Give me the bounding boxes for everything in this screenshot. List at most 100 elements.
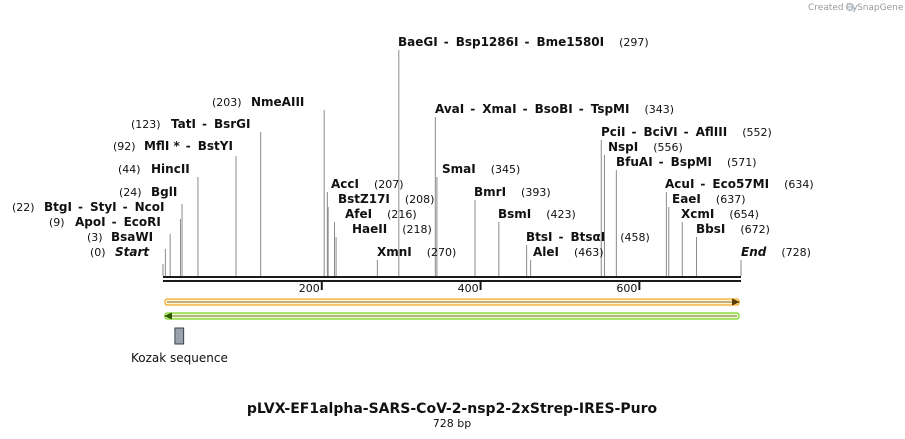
site-baegi-bsp1286i-bme1580i[interactable]: (297)BaeGI - Bsp1286I - Bme1580I <box>398 35 649 49</box>
enzyme-start[interactable]: Start <box>115 245 150 259</box>
enzyme-xmai[interactable]: XmaI <box>482 102 516 116</box>
kozak-feature[interactable] <box>174 327 185 345</box>
site-bsmi[interactable]: (423) BsmI <box>498 207 576 221</box>
enzyme-bcivi[interactable]: BciVI <box>644 125 678 139</box>
site-separator: - <box>186 139 191 153</box>
site-position-tati-bsrgi: (123) <box>131 118 161 131</box>
enzyme-bsmi[interactable]: BsmI <box>498 207 531 221</box>
enzyme-acui[interactable]: AcuI <box>665 177 694 191</box>
site-separator: - <box>202 117 207 131</box>
site-nspi[interactable]: (556) NspI <box>608 140 683 154</box>
enzyme-bspmi[interactable]: BspMI <box>671 155 712 169</box>
site-eaei[interactable]: (637) EaeI <box>672 192 746 206</box>
site-btsi-bts-i[interactable]: (458) BtsI - BtsαI <box>526 230 650 244</box>
enzyme-end[interactable]: End <box>741 245 767 259</box>
tick-label-600: 600 <box>616 282 637 295</box>
site-separator: - <box>112 215 117 229</box>
enzyme-bsp1286i[interactable]: Bsp1286I <box>456 35 519 49</box>
reverse-arrow-head-icon <box>164 312 172 320</box>
enzyme-bbsi[interactable]: BbsI <box>696 222 725 236</box>
site-acci[interactable]: (207) AccI <box>331 177 404 191</box>
enzyme-styi[interactable]: StyI <box>90 200 117 214</box>
enzyme-ecori[interactable]: EcoRI <box>124 215 161 229</box>
enzyme-bme1580i[interactable]: Bme1580I <box>536 35 604 49</box>
site-smai[interactable]: (345) SmaI <box>442 162 520 176</box>
enzyme-afliii[interactable]: AflIII <box>696 125 728 139</box>
site-nmeaiii[interactable]: (203) NmeAIII <box>212 95 304 109</box>
site-bfuai-bspmi[interactable]: (571) BfuAI - BspMI <box>616 155 757 169</box>
site-separator: - <box>470 102 475 116</box>
site-bsawi[interactable]: (3) BsaWI <box>87 230 153 244</box>
enzyme-bsawi[interactable]: BsaWI <box>111 230 153 244</box>
site-haeii[interactable]: (218) HaeII <box>352 222 432 236</box>
enzyme-mfli[interactable]: MflI * <box>144 139 180 153</box>
enzyme-baegi[interactable]: BaeGI <box>398 35 438 49</box>
enzyme-hincii[interactable]: HincII <box>151 162 190 176</box>
enzyme-bmri[interactable]: BmrI <box>474 185 506 199</box>
site-hincii[interactable]: (44) HincII <box>118 162 190 176</box>
site-alei[interactable]: (463) AleI <box>533 245 604 259</box>
site-end[interactable]: (728) End <box>741 245 811 259</box>
site-position-eaei: (637) <box>716 193 746 206</box>
enzyme-bstyi[interactable]: BstYI <box>198 139 233 153</box>
enzyme-xmni[interactable]: XmnI <box>377 245 412 259</box>
site-bgli[interactable]: (24) BglI <box>119 185 177 199</box>
site-mfli-bstyi[interactable]: (92) MflI * - BstYI <box>113 139 233 153</box>
enzyme-nspi[interactable]: NspI <box>608 140 638 154</box>
site-pcii-bcivi-afliii[interactable]: (552)PciI - BciVI - AflIII <box>601 125 772 139</box>
enzyme-btsi[interactable]: BtsI <box>526 230 553 244</box>
enzyme-bfuai[interactable]: BfuAI <box>616 155 653 169</box>
enzyme-nmeaiii[interactable]: NmeAIII <box>251 95 304 109</box>
site-xmni[interactable]: (270) XmnI <box>377 245 456 259</box>
credit-prefix: Created by <box>808 3 858 13</box>
enzyme-bgli[interactable]: BglI <box>151 185 177 199</box>
enzyme-haeii[interactable]: HaeII <box>352 222 387 236</box>
site-bstz17i[interactable]: (208) BstZ17I <box>338 192 434 206</box>
site-position-baegi-bsp1286i-bme1580i: (297) <box>619 36 649 49</box>
site-start[interactable]: (0) Start <box>90 245 150 259</box>
strand-arrows <box>164 298 740 320</box>
enzyme-tati[interactable]: TatI <box>171 117 196 131</box>
site-separator: - <box>523 102 528 116</box>
enzyme-ncoi[interactable]: NcoI <box>135 200 165 214</box>
enzyme-btgi[interactable]: BtgI <box>44 200 72 214</box>
enzyme-xcmi[interactable]: XcmI <box>681 207 714 221</box>
site-acui-eco57mi[interactable]: (634) AcuI - Eco57MI <box>665 177 814 191</box>
site-bmri[interactable]: (393) BmrI <box>474 185 551 199</box>
site-position-nmeaiii: (203) <box>212 96 242 109</box>
site-position-end: (728) <box>781 246 811 259</box>
enzyme-pcii[interactable]: PciI <box>601 125 626 139</box>
enzyme-smai[interactable]: SmaI <box>442 162 476 176</box>
enzyme-tspmi[interactable]: TspMI <box>591 102 630 116</box>
site-bbsi[interactable]: (672) BbsI <box>696 222 770 236</box>
site-xcmi[interactable]: (654) XcmI <box>681 207 759 221</box>
site-position-apoi-ecori: (9) <box>49 216 65 229</box>
site-avai-xmai-bsobi-tspmi[interactable]: (343)AvaI - XmaI - BsoBI - TspMI <box>435 102 674 116</box>
site-position-alei: (463) <box>574 246 604 259</box>
enzyme-bsrgi[interactable]: BsrGI <box>214 117 251 131</box>
site-tati-bsrgi[interactable]: (123) TatI - BsrGI <box>131 117 250 131</box>
kozak-feature-box[interactable] <box>174 327 185 345</box>
site-leader-lines <box>162 50 742 276</box>
enzyme-bts-i[interactable]: BtsαI <box>571 230 606 244</box>
enzyme-eaei[interactable]: EaeI <box>672 192 701 206</box>
enzyme-eco57mi[interactable]: Eco57MI <box>712 177 769 191</box>
site-position-haeii: (218) <box>402 223 432 236</box>
site-position-xmni: (270) <box>427 246 457 259</box>
site-position-xcmi: (654) <box>729 208 759 221</box>
site-btgi-styi-ncoi[interactable]: (22) BtgI - StyI - NcoI <box>12 200 164 214</box>
enzyme-afei[interactable]: AfeI <box>345 207 372 221</box>
site-position-acci: (207) <box>374 178 404 191</box>
site-position-avai-xmai-bsobi-tspmi: (343) <box>644 103 674 116</box>
site-apoi-ecori[interactable]: (9) ApoI - EcoRI <box>49 215 161 229</box>
site-separator: - <box>659 155 664 169</box>
site-afei[interactable]: (216) AfeI <box>345 207 417 221</box>
credit-brand: SnapGene <box>857 3 904 13</box>
enzyme-bstz17i[interactable]: BstZ17I <box>338 192 390 206</box>
enzyme-bsobi[interactable]: BsoBI <box>535 102 573 116</box>
enzyme-apoi[interactable]: ApoI <box>75 215 106 229</box>
enzyme-acci[interactable]: AccI <box>331 177 359 191</box>
site-separator: - <box>524 35 529 49</box>
enzyme-alei[interactable]: AleI <box>533 245 559 259</box>
enzyme-avai[interactable]: AvaI <box>435 102 464 116</box>
